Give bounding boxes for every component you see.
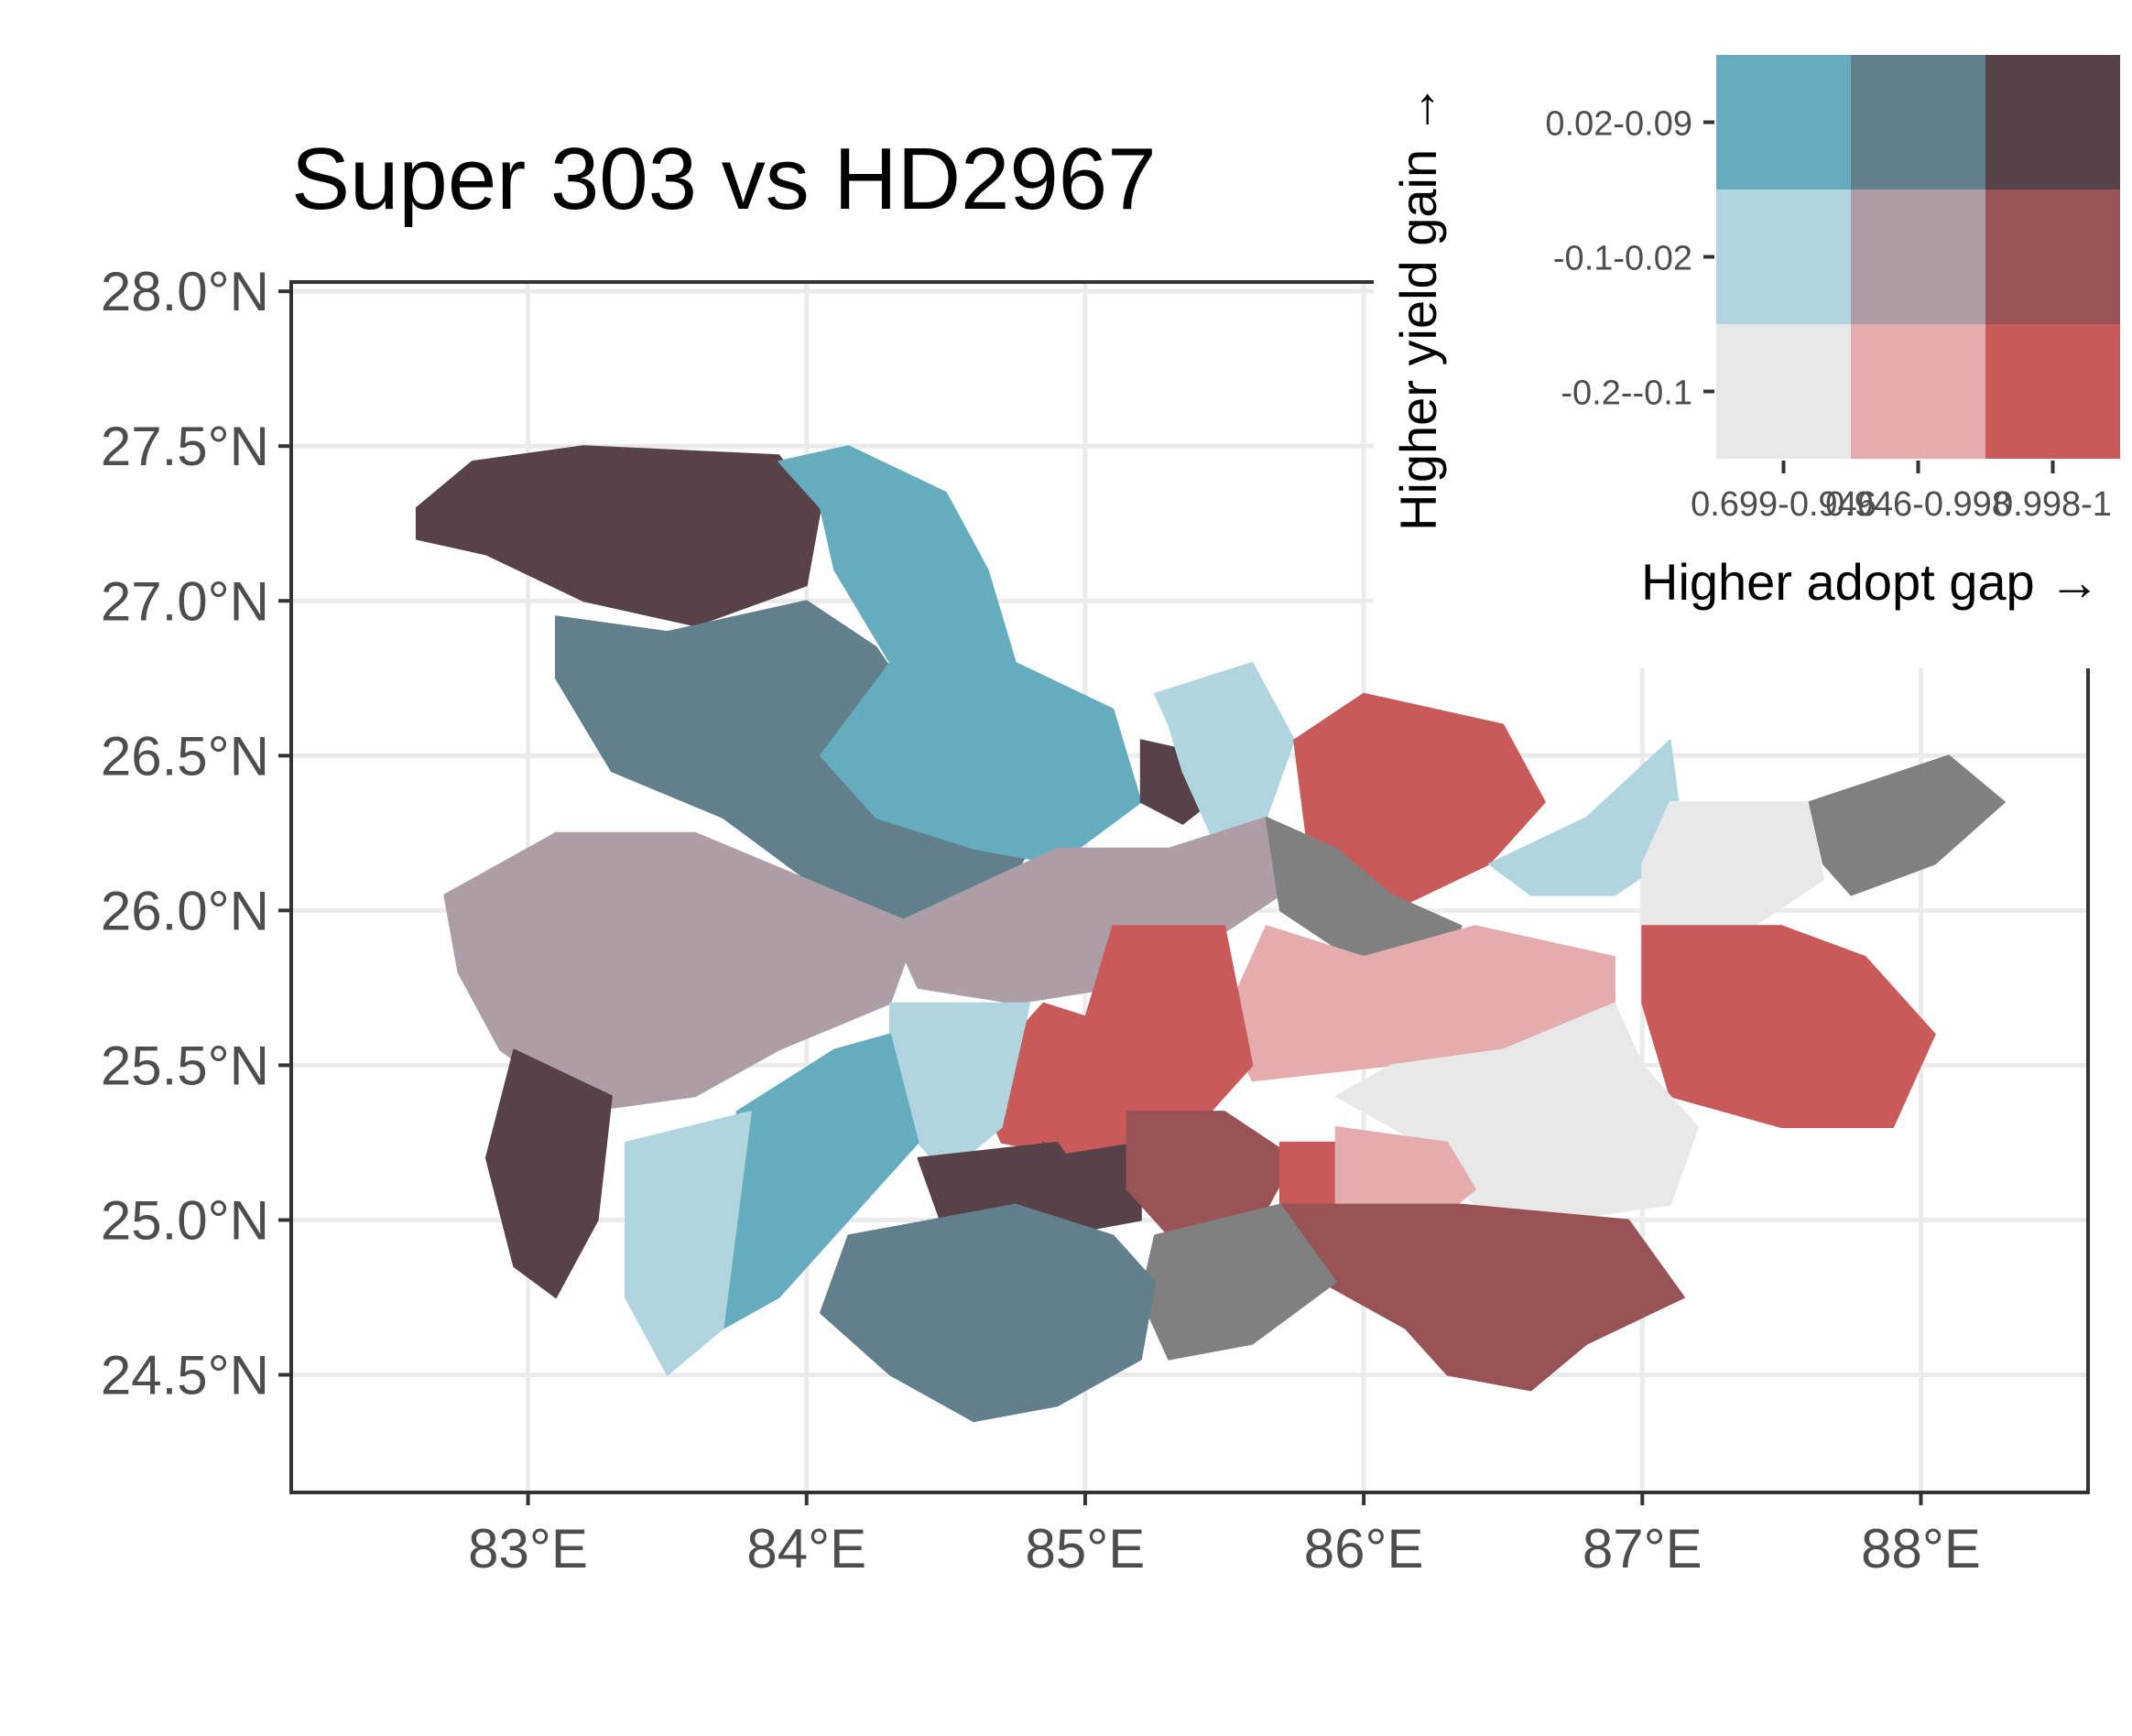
district-24: [1042, 1141, 1142, 1237]
district-20: [625, 1111, 752, 1376]
legend-ticks: 0.02-0.09-0.1-0.02-0.2--0.10.699-0.9460.…: [1545, 105, 2112, 525]
district-15: [1334, 1002, 1700, 1221]
y-tick-label-1: 25.0°N: [101, 1189, 269, 1251]
y-tick-label-7: 28.0°N: [101, 261, 269, 322]
legend-cell-0-2: [1985, 55, 2120, 190]
district-11: [889, 816, 1281, 1004]
y-tick-label-6: 27.5°N: [101, 416, 269, 477]
y-tick-label-2: 25.5°N: [101, 1035, 269, 1096]
legend-cell-1-2: [1985, 190, 2120, 324]
legend-row-label-1: -0.1-0.02: [1553, 240, 1692, 278]
legend-cell-1-1: [1851, 190, 1985, 324]
legend-cell-0-1: [1851, 55, 1985, 190]
district-30: [820, 1203, 1156, 1423]
district-5: [1154, 661, 1296, 834]
legend-col-label-1: 0.946-0.998: [1825, 485, 2011, 524]
x-tick-label-4: 87°E: [1583, 1518, 1702, 1579]
x-tick-label-1: 84°E: [746, 1518, 866, 1579]
district-14: [1641, 925, 1936, 1128]
x-tick-label-0: 83°E: [468, 1518, 588, 1579]
legend-y-title: Higher yield gain →: [1389, 83, 1447, 531]
district-8: [1641, 801, 1824, 928]
legend-x-title: Higher adopt gap →: [1641, 553, 2100, 611]
district-10: [443, 831, 919, 1113]
y-tick-label-4: 26.5°N: [101, 725, 269, 787]
y-tick-label-0: 24.5°N: [101, 1345, 269, 1406]
district-9: [1808, 754, 2006, 896]
legend-col-label-0: 0.699-0.946: [1691, 485, 1876, 524]
district-21: [484, 1048, 613, 1298]
legend-cell-1-0: [1716, 190, 1851, 324]
district-map: [415, 445, 2006, 1423]
legend-grid: [1716, 55, 2120, 459]
legend-col-label-2: 0.998-1: [1994, 485, 2112, 524]
legend-row-label-0: 0.02-0.09: [1545, 105, 1692, 144]
legend-cell-2-1: [1851, 324, 1985, 459]
y-tick-label-5: 27.0°N: [101, 570, 269, 632]
x-tick-label-5: 88°E: [1861, 1518, 1981, 1579]
map-panel-border: [289, 280, 2090, 1494]
legend-cell-2-2: [1985, 324, 2120, 459]
district-28: [1278, 1203, 1685, 1392]
x-tick-label-3: 86°E: [1304, 1518, 1424, 1579]
legend-row-label-2: -0.2--0.1: [1561, 374, 1692, 413]
legend-cell-2-0: [1716, 324, 1851, 459]
bivariate-legend: 0.02-0.09-0.1-0.02-0.2--0.10.699-0.9460.…: [1374, 0, 2132, 668]
y-tick-label-3: 26.0°N: [101, 880, 269, 941]
map-title: Super 303 vs HD2967: [291, 130, 1157, 228]
x-tick-label-2: 85°E: [1026, 1518, 1146, 1579]
legend-cell-0-0: [1716, 55, 1851, 190]
district-0: [415, 445, 821, 627]
axis-ticks: 83°E 84°E 85°E 86°E 87°E 88°E 24.5°N 25.0°N 25.5…: [101, 261, 1981, 1579]
